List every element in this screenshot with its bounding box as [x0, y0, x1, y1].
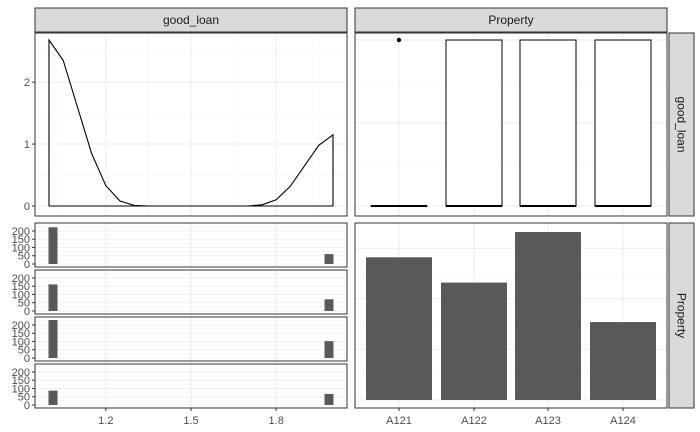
histogram-x-tick-label: 1.8 [269, 415, 284, 427]
bar [515, 232, 581, 400]
bar-x-tick-label: A122 [461, 415, 487, 427]
histogram-bar [48, 390, 58, 405]
histogram-y-tick-label: 0 [24, 400, 30, 412]
histogram-bar [324, 299, 334, 311]
strip-label-right-property: Property [675, 293, 689, 338]
histogram-y-tick-label: 100 [12, 289, 30, 301]
histogram-bar [48, 320, 58, 358]
histogram-bar [48, 227, 58, 264]
bar [590, 322, 656, 400]
strip-label-top-property: Property [488, 13, 533, 27]
boxplot-box [519, 39, 577, 207]
histogram-y-tick-label: 50 [18, 298, 30, 310]
histogram-y-tick-label: 50 [18, 251, 30, 263]
histogram-bar [48, 284, 58, 311]
bar [441, 282, 507, 400]
histogram-y-tick-label: 0 [24, 259, 30, 271]
histogram-y-tick-label: 200 [12, 273, 30, 285]
histogram-y-tick-label: 200 [12, 320, 30, 332]
density-y-tick-label: 1 [24, 139, 30, 151]
histogram-panel-border [34, 269, 348, 315]
bar [366, 257, 432, 400]
density-y-tick-label: 0 [24, 201, 30, 213]
strip-label-right-good-loan: good_loan [675, 96, 689, 152]
histogram-bar [324, 254, 334, 264]
histogram-y-tick-label: 150 [12, 234, 30, 246]
histogram-y-tick-label: 50 [18, 392, 30, 404]
histogram-x-tick-label: 1.2 [98, 415, 113, 427]
histogram-y-tick-label: 200 [12, 367, 30, 379]
strip-right-property [668, 222, 695, 409]
strip-label-top-good-loan: good_loan [163, 13, 219, 27]
histogram-bar [324, 393, 334, 405]
histogram-y-tick-label: 0 [24, 306, 30, 318]
boxplot-panel-border [354, 32, 668, 217]
histogram-y-tick-label: 150 [12, 328, 30, 340]
bar-x-tick-label: A121 [386, 415, 412, 427]
bar-x-tick-label: A123 [535, 415, 561, 427]
histogram-bar [324, 341, 334, 358]
boxplot-box [445, 39, 503, 207]
bar-panel-border [354, 222, 668, 409]
boxplot-outlier [396, 37, 402, 43]
histogram-y-tick-label: 0 [24, 353, 30, 365]
strip-top-good-loan [34, 7, 348, 33]
boxplot-box [594, 39, 652, 207]
histogram-y-tick-label: 200 [12, 226, 30, 238]
histogram-x-tick-label: 1.5 [183, 415, 198, 427]
histogram-y-tick-label: 50 [18, 345, 30, 357]
histogram-y-tick-label: 150 [12, 281, 30, 293]
histogram-panel-border [34, 316, 348, 362]
histogram-y-tick-label: 150 [12, 375, 30, 387]
histogram-y-tick-label: 100 [12, 383, 30, 395]
histogram-y-tick-label: 100 [12, 242, 30, 254]
histogram-y-tick-label: 100 [12, 336, 30, 348]
strip-top-property [354, 7, 668, 33]
strip-right-good-loan [668, 32, 695, 217]
density-y-tick-label: 2 [24, 77, 30, 89]
bar-x-tick-label: A124 [610, 415, 636, 427]
density-panel-border [34, 32, 348, 217]
histogram-panel-border [34, 222, 348, 268]
